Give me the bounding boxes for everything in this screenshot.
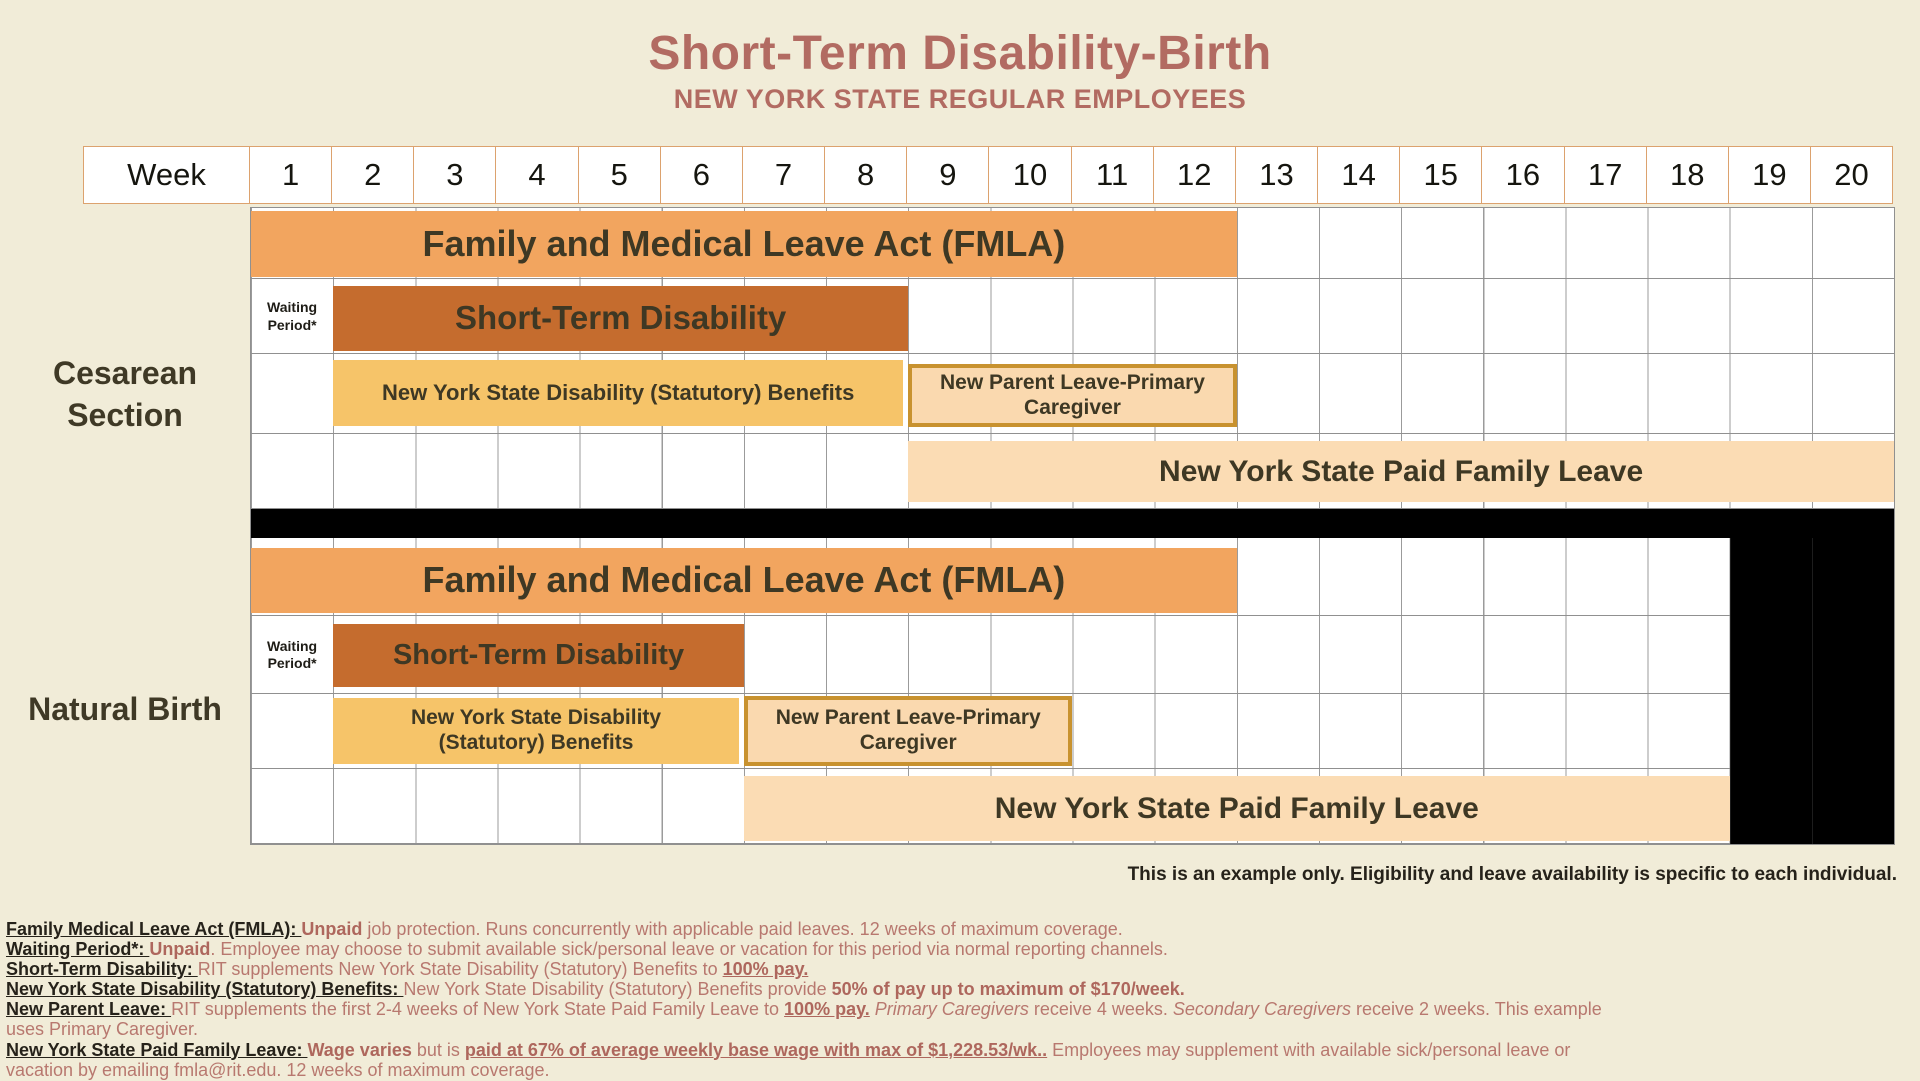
- bar-waiting-cesarean: Waiting Period*: [267, 299, 318, 333]
- footnote-line-8: vacation by emailing fmla@rit.edu. 12 we…: [6, 1060, 1920, 1080]
- bar-std-natural: Short-Term Disability: [333, 624, 744, 687]
- footnote-segment: Short-Term Disability:: [6, 959, 198, 980]
- footnote-segment: Unpaid: [301, 919, 363, 939]
- week-header-row: Week 1 2 3 4 5 6 7 8 9 10 11 12 13 14 15 16 17 18 19 20: [83, 146, 1894, 204]
- blackout-region-natural: [1729, 538, 1894, 844]
- bar-std-cesarean: Short-Term Disability: [333, 286, 909, 351]
- footnote-segment: New Parent Leave:: [6, 999, 172, 1020]
- footnote-segment: 100% pay.: [722, 959, 809, 980]
- week-col-10: 10: [988, 146, 1072, 204]
- disclaimer-text: This is an example only. Eligibility and…: [1127, 864, 1897, 885]
- bar-pfl-cesarean: New York State Paid Family Leave: [908, 441, 1894, 502]
- footnote-segment: . Employee may choose to submit availabl…: [210, 939, 1168, 960]
- week-col-20: 20: [1809, 146, 1894, 204]
- week-col-17: 17: [1563, 146, 1647, 204]
- week-col-13: 13: [1234, 146, 1319, 204]
- bar-waiting-natural: Waiting Period*: [267, 637, 318, 672]
- footnote-segment: receive 4 weeks.: [1028, 999, 1173, 1020]
- section-label-cesarean: Cesarean Section: [52, 355, 198, 433]
- footnote-segment: New York State Disability (Statutory) Be…: [6, 979, 404, 1000]
- footnote-segment: New York State Paid Family Leave:: [6, 1039, 308, 1060]
- week-col-15: 15: [1399, 146, 1483, 204]
- footnote-segment: vacation by emailing fmla@rit.edu. 12 we…: [6, 1059, 550, 1080]
- week-col-1: 1: [249, 146, 333, 204]
- footnote-segment: New York State Disability (Statutory) Be…: [403, 979, 832, 1000]
- footnotes-block: Family Medical Leave Act (FMLA): Unpaid …: [6, 919, 1920, 1080]
- footnote-line-6: uses Primary Caregiver.: [6, 1019, 1920, 1039]
- footnote-line-1: Family Medical Leave Act (FMLA): Unpaid …: [6, 919, 1920, 939]
- week-col-16: 16: [1481, 146, 1565, 204]
- footnote-line-5: New Parent Leave: RIT supplements the fi…: [6, 999, 1920, 1019]
- footnote-segment: Waiting Period*:: [6, 939, 150, 960]
- footnote-segment: RIT supplements New York State Disabilit…: [197, 959, 723, 980]
- week-col-18: 18: [1645, 146, 1729, 204]
- footnote-segment: receive 2 weeks. This example: [1350, 999, 1602, 1020]
- week-col-7: 7: [741, 146, 826, 204]
- bar-nysd-cesarean: New York State Disability (Statutory) Be…: [333, 360, 904, 426]
- page-title: Short-Term Disability-Birth: [648, 27, 1272, 80]
- week-col-8: 8: [824, 146, 908, 204]
- footnote-segment: uses Primary Caregiver.: [6, 1019, 199, 1040]
- week-col-14: 14: [1317, 146, 1401, 204]
- week-col-6: 6: [659, 146, 743, 204]
- week-col-5: 5: [577, 146, 661, 204]
- black-separator-row: [251, 509, 1894, 538]
- week-axis-label: Week: [83, 146, 250, 204]
- footnote-segment: Wage varies: [307, 1039, 412, 1060]
- footnote-segment: Secondary Caregivers: [1172, 999, 1351, 1020]
- footnote-segment: 100% pay.: [784, 999, 870, 1020]
- week-col-12: 12: [1152, 146, 1236, 204]
- bar-pfl-natural: New York State Paid Family Leave: [743, 776, 1730, 841]
- bar-np-cesarean: New Parent Leave-Primary Caregiver: [908, 364, 1237, 427]
- footnote-line-2: Waiting Period*: Unpaid. Employee may ch…: [6, 939, 1920, 959]
- footnote-segment: but is: [411, 1039, 465, 1060]
- footnote-line-7: New York State Paid Family Leave: Wage v…: [6, 1040, 1920, 1060]
- footnote-line-4: New York State Disability (Statutory) Be…: [6, 979, 1920, 999]
- bar-np-natural: New Parent Leave-Primary Caregiver: [743, 696, 1073, 766]
- week-col-2: 2: [331, 146, 415, 204]
- footnote-segment: Unpaid: [149, 939, 211, 960]
- week-col-3: 3: [413, 146, 497, 204]
- bar-fmla-natural: Family and Medical Leave Act (FMLA): [251, 548, 1237, 613]
- footnote-segment: 50% of pay up to maximum of $170/week.: [831, 979, 1185, 1000]
- footnote-segment: Employees may supplement with available …: [1047, 1039, 1571, 1060]
- week-col-9: 9: [906, 146, 990, 204]
- footnote-segment: Primary Caregivers: [874, 999, 1029, 1020]
- section-label-natural: Natural Birth: [28, 691, 222, 727]
- footnote-segment: paid at 67% of average weekly base wage …: [464, 1039, 1048, 1060]
- week-col-11: 11: [1070, 146, 1154, 204]
- timeline-grid: Family and Medical Leave Act (FMLA) Waiti…: [250, 207, 1895, 845]
- week-col-19: 19: [1727, 146, 1811, 204]
- footnote-line-3: Short-Term Disability: RIT supplements N…: [6, 959, 1920, 979]
- footnote-segment: job protection. Runs concurrently with a…: [362, 919, 1123, 939]
- week-col-4: 4: [495, 146, 579, 204]
- bar-fmla-cesarean: Family and Medical Leave Act (FMLA): [251, 211, 1237, 277]
- page-subtitle: NEW YORK STATE REGULAR EMPLOYEES: [673, 84, 1247, 114]
- footnote-segment: RIT supplements the first 2-4 weeks of N…: [171, 999, 785, 1020]
- footnote-segment: Family Medical Leave Act (FMLA):: [6, 919, 302, 939]
- bar-nysd-natural: New York State Disability (Statutory) Be…: [333, 698, 739, 764]
